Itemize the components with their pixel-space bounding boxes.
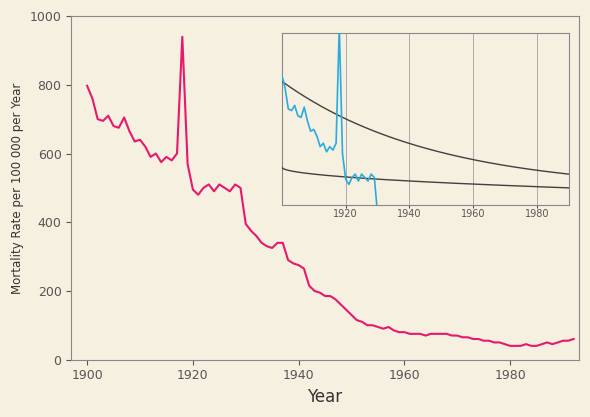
X-axis label: Year: Year (307, 388, 343, 406)
Y-axis label: Mortality Rate per 100 000 per Year: Mortality Rate per 100 000 per Year (11, 82, 24, 294)
